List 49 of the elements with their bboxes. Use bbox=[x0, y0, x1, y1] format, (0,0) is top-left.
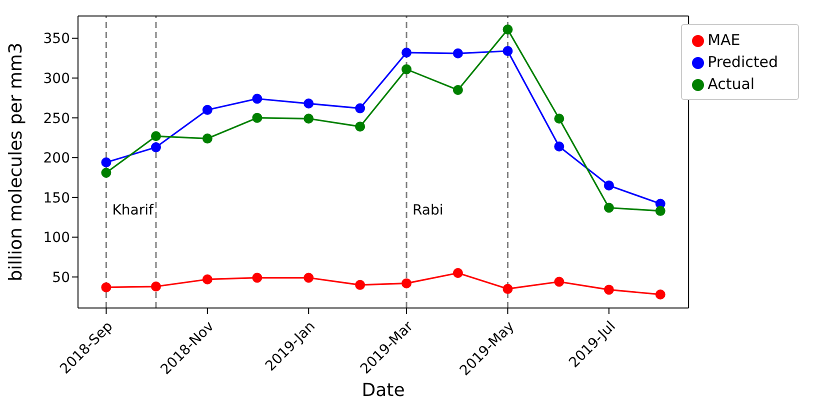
point bbox=[202, 274, 212, 284]
point bbox=[554, 114, 564, 124]
point bbox=[304, 114, 314, 124]
y-tick-label: 350 bbox=[43, 31, 70, 48]
point bbox=[355, 280, 366, 290]
point bbox=[252, 112, 262, 123]
y-tick-label: 300 bbox=[43, 71, 70, 88]
point bbox=[355, 122, 366, 132]
point bbox=[304, 98, 314, 109]
point bbox=[604, 284, 614, 295]
legend-label: Actual bbox=[708, 75, 755, 93]
point bbox=[554, 141, 564, 152]
point bbox=[502, 284, 513, 294]
point bbox=[101, 282, 112, 292]
point bbox=[252, 94, 262, 104]
point bbox=[402, 48, 412, 58]
point bbox=[101, 168, 112, 178]
point bbox=[304, 272, 314, 283]
point bbox=[502, 24, 513, 35]
point bbox=[402, 278, 412, 288]
point bbox=[252, 272, 262, 283]
point bbox=[452, 84, 463, 95]
y-tick-label: 250 bbox=[43, 110, 70, 127]
y-tick-label: 150 bbox=[43, 190, 70, 206]
point bbox=[655, 206, 666, 216]
y-tick-label: 100 bbox=[43, 230, 70, 246]
legend-label: MAE bbox=[708, 31, 740, 49]
point bbox=[554, 276, 564, 287]
point bbox=[502, 46, 513, 56]
ref-line-label: Rabi bbox=[412, 202, 444, 219]
point bbox=[202, 104, 212, 115]
y-tick-label: 50 bbox=[52, 270, 70, 286]
y-axis-title: billion molecules per mm3 bbox=[5, 42, 26, 282]
point bbox=[150, 282, 161, 292]
point bbox=[604, 202, 614, 213]
point bbox=[402, 64, 412, 74]
ref-line-label: Kharif bbox=[112, 202, 154, 219]
point bbox=[655, 289, 666, 300]
point bbox=[452, 48, 463, 58]
legend-label: Predicted bbox=[708, 53, 778, 71]
point bbox=[101, 157, 112, 168]
point bbox=[355, 103, 366, 114]
point bbox=[452, 268, 463, 278]
y-tick-label: 200 bbox=[43, 150, 70, 167]
point bbox=[202, 134, 212, 144]
point bbox=[150, 142, 161, 152]
point bbox=[150, 131, 161, 142]
point bbox=[604, 180, 614, 190]
x-axis-title: Date bbox=[362, 380, 405, 401]
